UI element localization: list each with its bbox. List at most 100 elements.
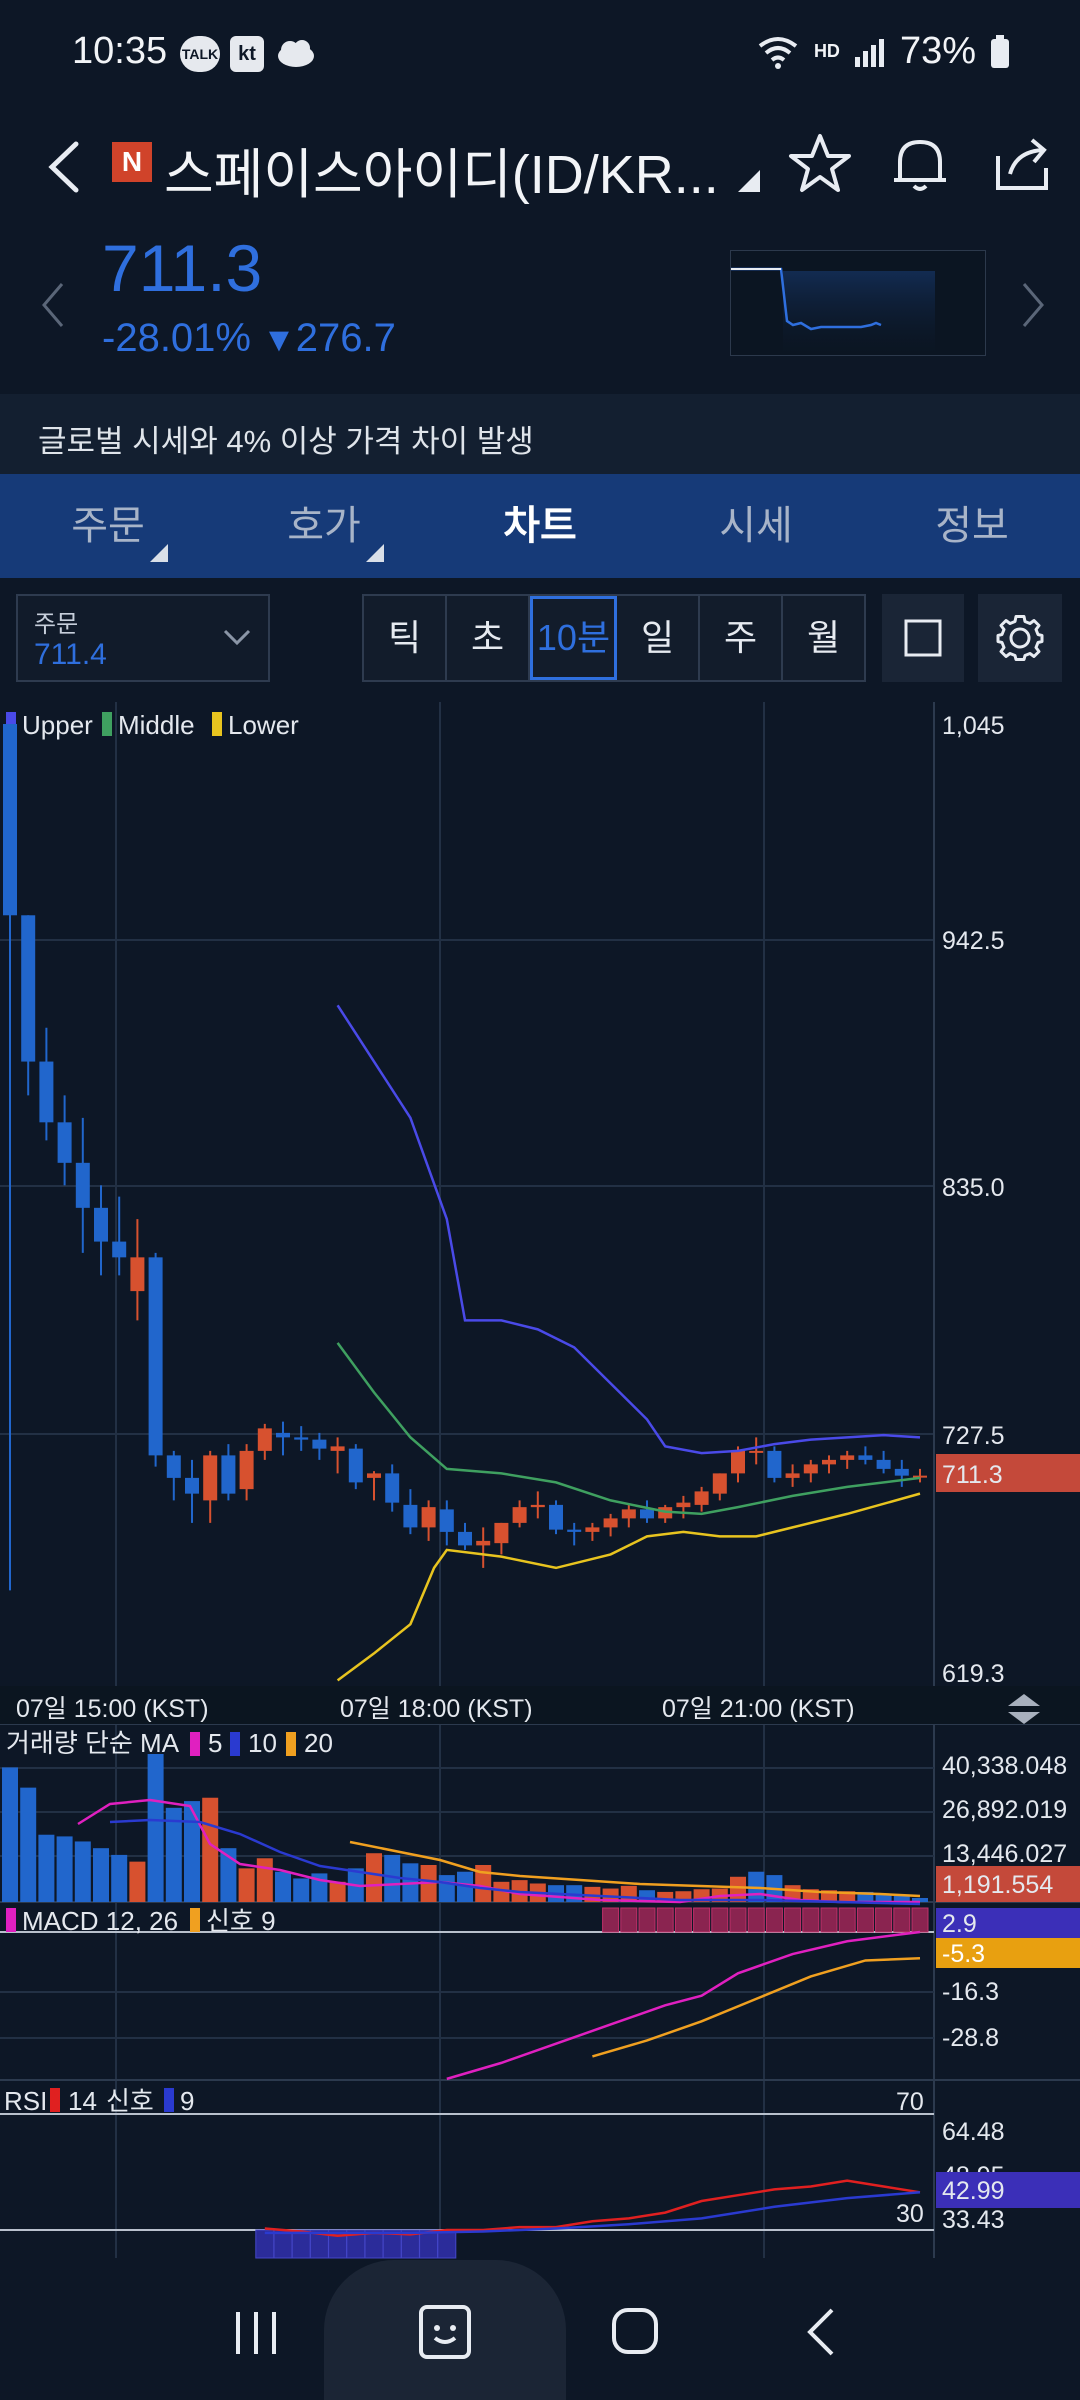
price-tag-value: 711.3 xyxy=(942,1461,1003,1489)
volume-bar xyxy=(220,1848,237,1902)
candle-body xyxy=(822,1459,836,1465)
back-arrow-icon[interactable] xyxy=(36,132,96,202)
period-selector: 틱 초 10분 일 주 월 xyxy=(362,594,866,682)
legend-upper: Upper xyxy=(22,710,93,740)
tab-label: 정보 xyxy=(935,504,1009,548)
candle-body xyxy=(749,1450,764,1453)
share-icon[interactable] xyxy=(986,128,1058,200)
stock-title[interactable]: 스페이스아이디(ID/KR... xyxy=(164,145,719,205)
period-day[interactable]: 일 xyxy=(617,596,700,680)
macd-hist-bar xyxy=(638,1907,656,1933)
rsi-signal-label: 신호 xyxy=(106,2086,154,2116)
macd-hist-bar xyxy=(802,1907,820,1933)
rsi-signal-swatch xyxy=(164,2088,174,2112)
macd-signal-swatch xyxy=(190,1908,200,1932)
period-second[interactable]: 초 xyxy=(447,596,530,680)
fullscreen-button[interactable] xyxy=(882,594,964,682)
price-y-axis: 1,045 942.5 835.0 727.5 619.3 xyxy=(942,712,1005,1688)
tab-quotes[interactable]: 시세 xyxy=(648,474,864,578)
bb-middle-line xyxy=(336,1342,921,1516)
tab-info[interactable]: 정보 xyxy=(864,474,1080,578)
candle-body xyxy=(767,1450,782,1478)
candle-body xyxy=(913,1475,927,1478)
app-header: N 스페이스아이디(ID/KR... xyxy=(0,110,1080,220)
ma5-swatch xyxy=(190,1732,200,1756)
resize-handle-icon[interactable] xyxy=(1008,1694,1040,1724)
volume-bar xyxy=(730,1876,746,1902)
recent-apps-icon[interactable] xyxy=(232,2310,284,2356)
period-week[interactable]: 주 xyxy=(700,596,783,680)
settings-button[interactable] xyxy=(978,594,1062,682)
macd-hist-bar xyxy=(602,1907,620,1933)
period-10min[interactable]: 10분 xyxy=(530,596,617,680)
bell-icon[interactable] xyxy=(884,128,956,200)
rsi-swatch xyxy=(50,2088,60,2112)
candle-body xyxy=(367,1473,381,1478)
volume-bar xyxy=(657,1891,674,1902)
candle-body xyxy=(530,1504,545,1508)
current-price: 711.3 xyxy=(102,231,263,305)
rsi-below-bar xyxy=(419,2229,439,2259)
macd-swatch xyxy=(6,1908,16,1932)
tab-chart[interactable]: 차트 xyxy=(432,474,648,578)
volume-bar xyxy=(366,1853,382,1902)
volume-bar xyxy=(821,1890,837,1902)
volume-ma-lines xyxy=(77,1798,921,1906)
title-dropdown-icon[interactable] xyxy=(738,170,760,192)
candle-body xyxy=(166,1455,181,1478)
volume-bar xyxy=(839,1891,856,1902)
candle-body xyxy=(3,724,17,916)
rsi-level-30: 30 xyxy=(896,2200,924,2228)
volume-bar xyxy=(675,1891,692,1902)
y-tick: 727.5 xyxy=(942,1422,1005,1450)
signal-current-value: -5.3 xyxy=(942,1940,985,1968)
volume-bars xyxy=(2,1754,928,1902)
wifi-icon xyxy=(758,36,798,69)
volume-bar xyxy=(256,1858,273,1902)
battery-percent: 73% xyxy=(899,30,976,72)
next-stock-icon[interactable] xyxy=(1018,280,1048,330)
candle-body xyxy=(512,1507,527,1523)
tab-orderbook[interactable]: 호가 xyxy=(216,474,432,578)
notification-icons: TALK kt xyxy=(180,36,318,77)
candle-body xyxy=(712,1473,727,1494)
candle-body xyxy=(894,1468,909,1476)
volume-bar xyxy=(893,1895,910,1902)
macd-hist-bar xyxy=(911,1907,929,1933)
prev-stock-icon[interactable] xyxy=(38,280,68,330)
assistant-icon[interactable] xyxy=(418,2304,472,2360)
price-panel-bg xyxy=(0,702,1080,1686)
rsi-legend: RSI 14 신호 9 xyxy=(4,2086,194,2116)
home-icon[interactable] xyxy=(610,2306,660,2356)
macd-signal-line xyxy=(592,1956,921,2058)
stock-chart[interactable]: Upper Middle Lower 1,045 942.5 835.0 727… xyxy=(0,702,1080,2260)
candle-body xyxy=(312,1439,327,1449)
tab-order[interactable]: 주문 xyxy=(0,474,216,578)
bb-upper-line xyxy=(336,1004,921,1455)
candle-body xyxy=(858,1455,873,1460)
period-month[interactable]: 월 xyxy=(806,617,841,658)
main-tabs: 주문 호가 차트 시세 정보 xyxy=(0,474,1080,578)
order-select[interactable]: 주문 711.4 xyxy=(16,594,270,682)
rsi-current-tag xyxy=(936,2172,1080,2208)
status-right: HD 73% xyxy=(756,30,1010,73)
mini-chart[interactable] xyxy=(730,250,986,356)
vol-current-tag xyxy=(936,1866,1080,1902)
macd-hist-bar xyxy=(893,1907,911,1933)
vol-y-tick: 40,338.048 xyxy=(942,1752,1067,1780)
macd-histogram xyxy=(602,1907,929,1933)
star-icon[interactable] xyxy=(784,128,856,200)
candle-body xyxy=(130,1257,145,1292)
nav-back-icon[interactable] xyxy=(802,2306,842,2358)
system-nav-bar xyxy=(0,2260,1080,2400)
volume-title: 거래량 단순 MA xyxy=(6,1728,180,1758)
candle-body xyxy=(385,1473,400,1503)
y-tick: 942.5 xyxy=(942,927,1005,955)
lower-legend-swatch xyxy=(212,712,222,736)
cloud-icon xyxy=(274,36,318,77)
candle-body xyxy=(876,1459,891,1469)
period-tick[interactable]: 틱 xyxy=(364,596,447,680)
macd-current-value: 2.9 xyxy=(942,1910,977,1938)
order-select-label: 주문 xyxy=(34,611,79,638)
